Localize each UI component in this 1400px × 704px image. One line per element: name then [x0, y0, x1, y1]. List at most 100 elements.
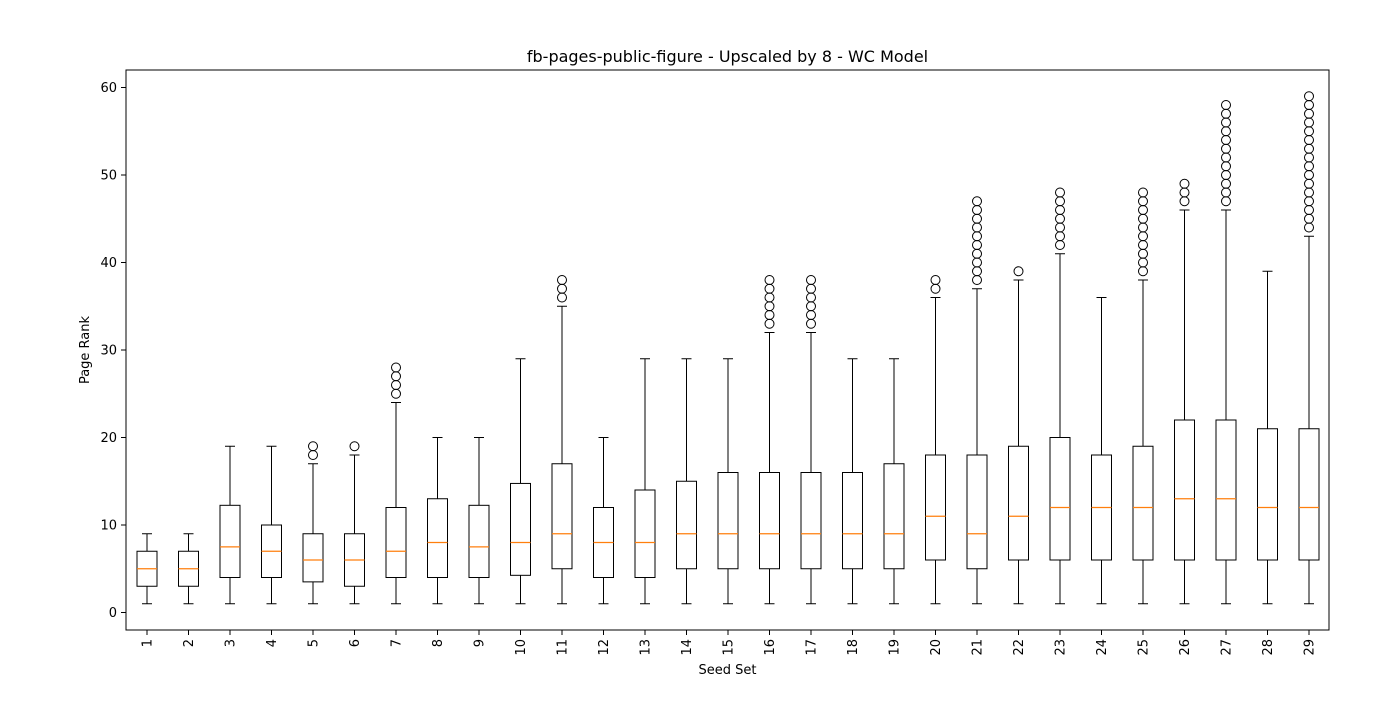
x-tick-label: 16	[763, 639, 778, 656]
outlier-point	[1055, 231, 1065, 242]
outlier-point	[1138, 196, 1148, 207]
box	[966, 454, 988, 570]
x-tick-label: 11	[556, 639, 571, 656]
y-tick-label: 60	[100, 81, 117, 96]
outlier-point	[1304, 108, 1314, 119]
x-tick-label: 2	[182, 639, 197, 647]
outlier-point	[1221, 161, 1231, 172]
outlier-point	[1179, 187, 1190, 198]
outlier-point	[972, 275, 982, 285]
outlier-point	[391, 388, 401, 399]
outlier-point	[764, 275, 775, 285]
box	[219, 504, 241, 578]
outlier-point	[1055, 205, 1065, 215]
y-tick-label: 50	[100, 169, 117, 184]
outlier-point	[1221, 108, 1231, 119]
outlier-point	[308, 450, 318, 460]
x-tick-label: 10	[514, 639, 529, 656]
box	[1008, 445, 1029, 561]
y-tick-label: 10	[100, 519, 117, 534]
box	[1257, 428, 1278, 561]
outlier-point	[1304, 178, 1314, 189]
box	[385, 507, 407, 578]
outlier-point	[1138, 222, 1148, 233]
x-tick-label: 23	[1054, 639, 1069, 656]
box	[634, 489, 656, 578]
box	[510, 482, 531, 576]
box	[676, 480, 697, 570]
outlier-point	[557, 292, 567, 303]
outlier-point	[764, 301, 775, 312]
outlier-point	[972, 196, 982, 207]
outlier-point	[1221, 126, 1231, 137]
box	[1132, 445, 1154, 561]
outlier-point	[1221, 196, 1231, 207]
x-tick-label: 8	[431, 639, 446, 647]
outlier-point	[930, 275, 941, 285]
outlier-point	[1138, 257, 1148, 268]
outlier-point	[391, 371, 401, 382]
plot-frame	[125, 69, 1330, 631]
outlier-point	[1138, 231, 1148, 242]
outlier-point	[764, 283, 775, 294]
outlier-point	[1304, 117, 1314, 128]
outlier-point	[1138, 213, 1148, 224]
outlier-point	[1304, 135, 1314, 145]
outlier-point	[806, 275, 816, 285]
outlier-point	[1138, 187, 1148, 198]
x-tick-label: 7	[390, 639, 405, 647]
outlier-point	[1013, 266, 1024, 277]
outlier-point	[1138, 248, 1148, 259]
outlier-point	[972, 266, 982, 277]
outlier-point	[557, 275, 567, 285]
outlier-point	[1055, 240, 1065, 250]
outlier-point	[1221, 152, 1231, 163]
outlier-point	[1221, 100, 1231, 110]
x-tick-label: 6	[348, 639, 363, 647]
outlier-point	[1055, 187, 1065, 198]
outlier-point	[1304, 213, 1314, 224]
outlier-point	[764, 310, 775, 320]
outlier-point	[930, 283, 941, 294]
outlier-point	[1179, 196, 1190, 207]
outlier-point	[806, 283, 816, 294]
outlier-point	[1304, 100, 1314, 110]
x-tick-label: 15	[722, 639, 737, 656]
box	[800, 472, 822, 570]
x-tick-label: 22	[1012, 639, 1027, 656]
outlier-point	[1304, 161, 1314, 172]
x-tick-label: 1	[141, 639, 156, 647]
outlier-point	[806, 301, 816, 312]
box	[842, 472, 863, 570]
x-tick-label: 26	[1178, 639, 1193, 656]
x-tick-label: 12	[597, 639, 612, 656]
outlier-point	[806, 292, 816, 303]
outlier-point	[1179, 178, 1190, 189]
outlier-point	[972, 257, 982, 268]
box	[883, 463, 905, 570]
outlier-point	[391, 362, 401, 373]
x-tick-label: 17	[805, 639, 820, 656]
outlier-point	[1304, 170, 1314, 180]
outlier-point	[1138, 240, 1148, 250]
outlier-point	[1221, 170, 1231, 180]
outlier-point	[1055, 196, 1065, 207]
x-tick-label: 21	[971, 639, 986, 656]
box	[468, 504, 490, 578]
outlier-point	[1304, 91, 1314, 102]
x-tick-label: 9	[473, 639, 488, 647]
outlier-point	[1304, 152, 1314, 163]
outlier-point	[972, 205, 982, 215]
outlier-point	[1304, 205, 1314, 215]
x-tick-label: 20	[929, 639, 944, 656]
box	[1049, 437, 1071, 561]
box	[551, 463, 573, 570]
outlier-point	[1138, 205, 1148, 215]
box	[1298, 428, 1320, 561]
y-tick-label: 40	[100, 256, 117, 271]
outlier-point	[1138, 266, 1148, 277]
outlier-point	[972, 248, 982, 259]
